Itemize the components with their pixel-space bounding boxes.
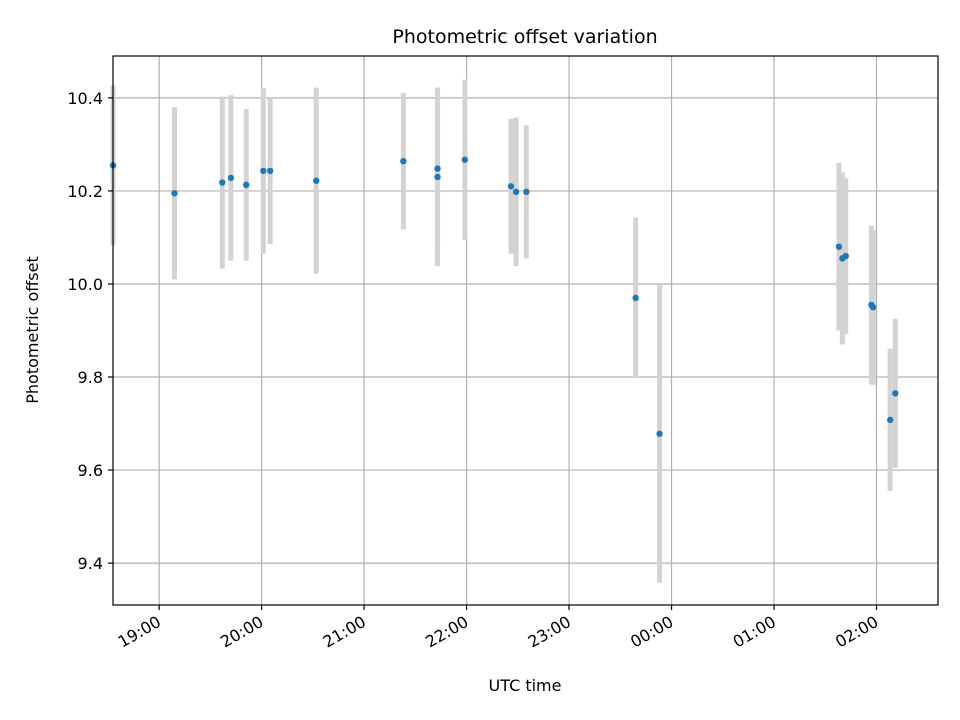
data-point: [656, 430, 663, 437]
chart-title: Photometric offset variation: [392, 26, 657, 48]
plot-frame: [112, 55, 939, 606]
y-tick-label: 10.4: [67, 89, 103, 108]
data-point: [243, 181, 250, 189]
data-point: [227, 174, 235, 182]
data-point: [171, 190, 178, 197]
data-point: [507, 183, 515, 190]
data-point: [835, 243, 843, 250]
y-axis-ticks: 9.4 9.6 9.8 10.0 10.2 10.4: [67, 89, 113, 573]
y-tick-label: 10.0: [67, 275, 103, 294]
data-point: [260, 167, 267, 175]
data-point: [400, 157, 407, 165]
data-point: [886, 416, 894, 424]
data-point: [266, 167, 274, 175]
x-axis-label: UTC time: [489, 676, 562, 695]
data-points: [109, 156, 899, 437]
data-point: [892, 390, 899, 397]
data-point: [842, 252, 849, 260]
data-point: [313, 177, 320, 184]
data-point: [632, 294, 639, 302]
data-point: [434, 173, 441, 181]
data-point: [869, 304, 877, 311]
y-tick-label: 9.6: [78, 461, 103, 480]
y-tick-label: 9.4: [78, 554, 103, 573]
data-point: [434, 165, 441, 172]
data-point: [219, 179, 226, 186]
y-axis-label: Photometric offset: [23, 256, 42, 404]
y-tick-label: 9.8: [78, 368, 103, 387]
data-point: [512, 188, 520, 196]
data-point: [461, 156, 469, 163]
data-point: [523, 188, 530, 196]
y-tick-label: 10.2: [67, 182, 103, 201]
